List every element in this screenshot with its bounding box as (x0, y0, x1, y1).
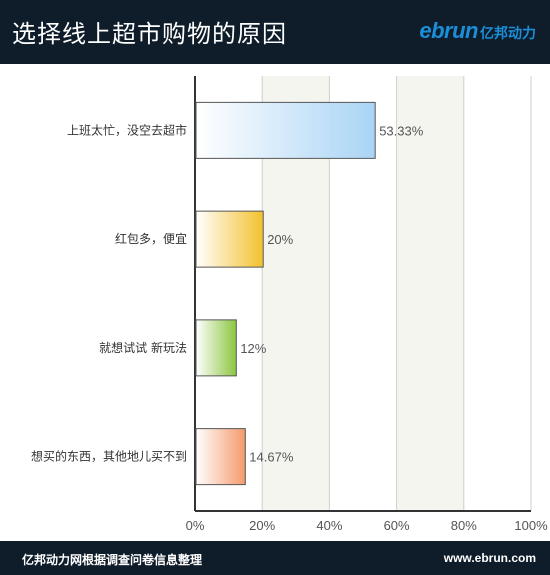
x-tick-label: 0% (186, 518, 205, 533)
value-label: 12% (240, 341, 266, 356)
category-label: 红包多，便宜 (115, 231, 187, 246)
x-tick-label: 80% (451, 518, 477, 533)
bar (195, 319, 237, 377)
value-label: 14.67% (249, 450, 294, 465)
x-tick-label: 60% (384, 518, 410, 533)
category-label: 想买的东西，其他地儿买不到 (31, 449, 187, 464)
x-tick-label: 20% (249, 518, 275, 533)
logo-chinese-name: 亿邦动力 (480, 26, 536, 42)
bar (195, 210, 264, 268)
value-label: 53.33% (379, 123, 424, 138)
page-title: 选择线上超市购物的原因 (12, 20, 287, 48)
plot-band (396, 76, 464, 511)
footer-source-note: 亿邦动力网根据调查问卷信息整理 (22, 553, 203, 567)
footer-site-url: www.ebrun.com (443, 551, 536, 565)
ebrun-logo: ebrun 亿邦动力 (419, 18, 536, 44)
x-tick-label: 100% (514, 518, 548, 533)
header-bar: 选择线上超市购物的原因 ebrun 亿邦动力 (0, 0, 550, 64)
bar-chart: 0% 20% 40% 60% 80% 100% 上班太忙，没空去超市 53.33% 红包多，便宜… (31, 76, 548, 533)
category-label: 就想试试 新玩法 (99, 340, 187, 355)
bar (195, 428, 246, 486)
x-tick-label: 40% (316, 518, 342, 533)
footer-bar: 亿邦动力网根据调查问卷信息整理 www.ebrun.com (0, 541, 550, 575)
bar (195, 101, 376, 159)
plot-band (463, 76, 531, 511)
category-label: 上班太忙，没空去超市 (67, 122, 187, 137)
value-label: 20% (267, 232, 293, 247)
logo-wordmark: ebrun (419, 18, 478, 43)
